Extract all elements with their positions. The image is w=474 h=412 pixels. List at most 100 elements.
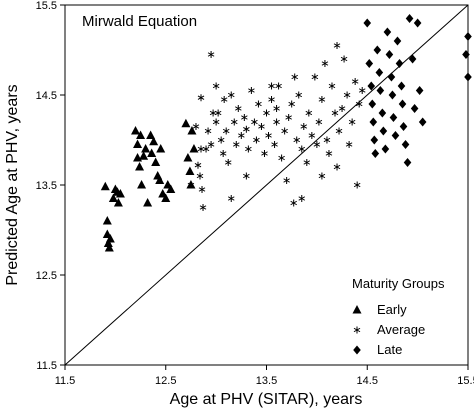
data-point-early: [135, 162, 145, 171]
data-point-early: [185, 166, 195, 175]
y-tick-label: 12.5: [36, 270, 57, 282]
legend-item-late: Late: [353, 342, 402, 357]
data-point-late: [376, 86, 385, 95]
data-point-average: [323, 136, 331, 144]
data-point-average: [192, 123, 200, 130]
data-point-late: [388, 90, 397, 100]
data-point-average: [353, 181, 361, 189]
data-point-average: [245, 145, 252, 153]
data-point-early: [115, 189, 125, 198]
data-point-late: [365, 59, 374, 68]
data-point-average: [335, 127, 343, 135]
data-point-late: [373, 45, 382, 55]
data-point-average: [230, 118, 238, 126]
data-point-late: [387, 72, 396, 82]
data-point-average: [273, 105, 280, 112]
data-point-early: [146, 130, 156, 139]
data-point-early: [105, 234, 115, 243]
data-point-early: [161, 193, 171, 202]
legend: Maturity Groups Early Average Late: [352, 276, 445, 357]
legend-label: Average: [377, 322, 425, 337]
data-point-average: [278, 154, 285, 162]
data-point-average: [187, 181, 195, 189]
data-point-average: [214, 109, 222, 117]
data-point-average: [303, 159, 311, 166]
data-point-average: [298, 195, 306, 202]
data-point-average: [308, 132, 316, 139]
data-point-early: [139, 151, 149, 160]
data-point-average: [283, 177, 290, 184]
axis-ticks: 11.5 12.5 13.5 14.5 15.5 11.5 12.5 13.5 14.5 15.5: [36, 0, 474, 387]
series-average: [187, 42, 366, 211]
data-point-average: [315, 118, 323, 126]
data-point-average: [212, 118, 220, 126]
x-tick-label: 14.5: [357, 375, 378, 387]
data-point-average: [243, 172, 250, 180]
data-point-average: [290, 199, 297, 207]
data-point-early: [147, 148, 157, 157]
data-point-early: [131, 126, 141, 135]
data-point-average: [255, 100, 262, 108]
data-point-average: [220, 96, 228, 103]
data-point-average: [348, 118, 356, 126]
data-point-average: [271, 141, 278, 148]
legend-entries: Early Average Late: [352, 302, 425, 357]
data-point-average: [358, 87, 366, 94]
data-point-average: [275, 82, 282, 90]
data-point-average: [232, 141, 240, 148]
data-point-late: [389, 113, 398, 122]
legend-title: Maturity Groups: [352, 276, 445, 291]
y-tick-label: 14.5: [36, 90, 57, 102]
data-point-late: [378, 108, 387, 118]
data-point-late: [397, 81, 406, 91]
data-point-average: [340, 55, 348, 63]
data-point-average: [295, 91, 303, 99]
data-point-average: [217, 136, 225, 144]
x-axis-label: Age at PHV (SITAR), years: [170, 391, 363, 408]
legend-label: Early: [377, 302, 407, 317]
data-point-late: [413, 18, 422, 28]
data-point-average: [333, 163, 341, 171]
data-point-late: [381, 144, 390, 154]
series-late: [363, 14, 472, 167]
data-point-late: [403, 158, 412, 167]
x-tick-label: 12.5: [155, 375, 176, 387]
data-point-early: [141, 144, 151, 153]
data-point-average: [238, 132, 245, 139]
y-axis-label: Predicted Age at PHV, years: [4, 84, 21, 285]
data-point-average: [338, 105, 346, 112]
data-point-average: [268, 96, 275, 103]
data-point-early: [108, 193, 118, 202]
legend-marker-late: [353, 345, 361, 355]
data-point-average: [343, 91, 351, 99]
data-point-average: [251, 118, 258, 126]
y-tick-label: 11.5: [36, 360, 57, 372]
data-point-late: [408, 54, 417, 64]
data-point-average: [300, 123, 308, 130]
data-point-late: [462, 50, 470, 59]
legend-item-average: Average: [353, 322, 425, 337]
data-point-late: [399, 122, 408, 131]
data-point-early: [181, 118, 191, 128]
data-point-average: [234, 105, 242, 112]
data-point-average: [227, 91, 235, 99]
data-point-average: [351, 78, 359, 85]
data-point-late: [401, 140, 410, 149]
data-point-average: [198, 186, 206, 193]
data-point-late: [375, 68, 384, 77]
legend-label: Late: [377, 342, 402, 357]
data-point-early: [113, 198, 123, 207]
data-point-early: [155, 175, 165, 184]
data-point-late: [371, 149, 380, 158]
data-point-average: [333, 42, 341, 49]
data-point-average: [241, 114, 248, 121]
x-tick-label: 15.5: [457, 375, 474, 387]
data-point-late: [391, 131, 400, 140]
y-tick-label: 15.5: [36, 0, 57, 12]
data-point-late: [379, 126, 388, 136]
data-point-early: [137, 180, 147, 189]
data-point-early: [189, 144, 199, 153]
data-point-early: [133, 139, 143, 148]
data-point-average: [224, 159, 232, 166]
